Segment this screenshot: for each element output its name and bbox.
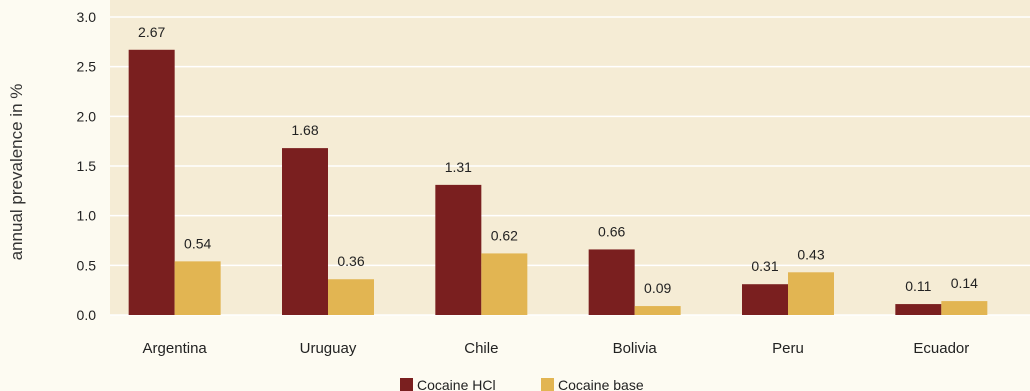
y-axis-ticks: 0.0 0.5 1.0 1.5 2.0 2.5 3.0 (77, 9, 97, 323)
legend-label: Cocaine HCl (417, 377, 496, 391)
category-labels: Argentina Uruguay Chile Bolivia Peru Ecuador (143, 340, 970, 357)
bar-hcl-chile (435, 184, 482, 315)
value-label: 1.31 (445, 159, 472, 175)
plot-area (110, 0, 1030, 315)
bar-hcl-ecuador (895, 304, 942, 315)
value-label: 0.36 (337, 253, 364, 269)
value-label: 0.62 (491, 227, 518, 243)
y-tick-label: 2.0 (77, 108, 97, 124)
category-label: Peru (772, 340, 804, 357)
value-label: 0.11 (905, 278, 931, 294)
bar-hcl-uruguay (282, 148, 328, 315)
category-label: Bolivia (613, 340, 658, 357)
legend-swatch (541, 378, 554, 391)
legend-swatch (400, 378, 413, 391)
y-tick-label: 1.5 (77, 158, 97, 174)
category-label: Argentina (143, 340, 208, 357)
y-tick-label: 1.0 (77, 208, 97, 224)
bar-hcl-peru (742, 284, 788, 315)
value-label: 0.14 (951, 275, 978, 291)
legend-label: Cocaine base (558, 377, 644, 391)
value-labels: 2.67 0.54 1.68 0.36 1.31 0.62 0.66 0.09 0.31 0.43… (138, 24, 978, 296)
bar-base-chile (481, 253, 528, 315)
bars (128, 49, 988, 315)
bar-base-ecuador (941, 301, 988, 315)
bar-base-argentina (174, 261, 221, 315)
gridlines (110, 16, 1030, 316)
bar-base-bolivia (634, 306, 681, 315)
value-label: 0.31 (751, 258, 778, 274)
value-label: 0.09 (644, 280, 671, 296)
legend: Cocaine HCl Cocaine base (400, 377, 644, 391)
value-label: 2.67 (138, 24, 165, 40)
bar-hcl-bolivia (588, 249, 635, 315)
value-label: 0.54 (184, 235, 211, 251)
bar-base-peru (788, 272, 834, 315)
value-label: 0.66 (598, 223, 625, 239)
category-label: Ecuador (913, 340, 969, 357)
y-tick-label: 0.0 (77, 307, 97, 323)
value-label: 0.43 (797, 246, 824, 262)
y-tick-label: 0.5 (77, 257, 97, 273)
bar-hcl-argentina (128, 49, 175, 315)
y-tick-label: 2.5 (77, 59, 97, 75)
y-axis-title: annual prevalence in % (7, 84, 26, 261)
bar-base-uruguay (328, 279, 374, 315)
y-tick-label: 3.0 (77, 9, 97, 25)
category-label: Chile (464, 340, 498, 357)
category-label: Uruguay (300, 340, 357, 357)
value-label: 1.68 (291, 122, 318, 138)
